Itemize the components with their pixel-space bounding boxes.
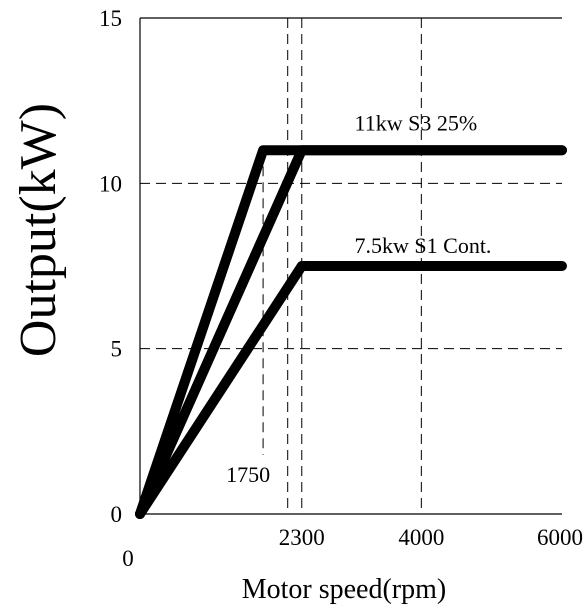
series-line-1 <box>135 145 567 519</box>
x-axis-label: Motor speed(rpm) <box>242 574 447 605</box>
series-line-2 <box>135 145 567 519</box>
series-annotation-1: 11kw S3 25% <box>355 110 478 135</box>
y-tick-label-15: 15 <box>99 6 122 31</box>
y-tick-label-0: 0 <box>111 502 123 527</box>
marker-label-1750: 1750 <box>226 462 270 487</box>
x-tick-label-0: 0 <box>122 546 134 571</box>
y-axis-label: Output(kW) <box>10 103 67 357</box>
y-tick-label-10: 10 <box>99 171 122 196</box>
x-tick-label-2300: 2300 <box>279 525 325 550</box>
series-annotation-2: 7.5kw S1 Cont. <box>355 233 492 258</box>
y-tick-label-5: 5 <box>111 337 123 362</box>
x-tick-label-6000: 6000 <box>537 525 583 550</box>
series-line-3 <box>135 261 567 519</box>
x-tick-label-4000: 4000 <box>398 525 444 550</box>
